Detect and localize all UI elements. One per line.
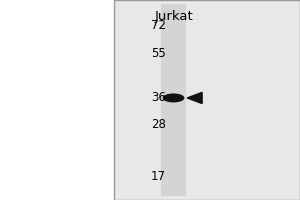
Text: 17: 17 [151, 170, 166, 183]
Text: 36: 36 [151, 91, 166, 104]
Bar [114, 0, 300, 200]
Text: 72: 72 [151, 19, 166, 32]
Bar [161, 4, 186, 196]
Polygon shape [187, 92, 202, 104]
Ellipse shape [163, 93, 184, 102]
Text: 28: 28 [151, 118, 166, 131]
Text: 55: 55 [151, 47, 166, 60]
Text: Jurkat: Jurkat [154, 10, 193, 23]
Bar [114, 0, 300, 200]
